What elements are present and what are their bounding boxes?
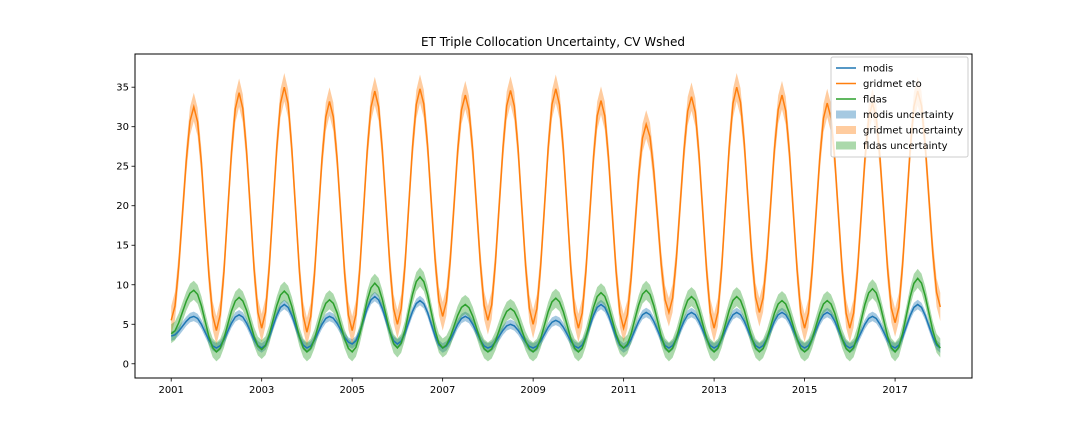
x-axis: 2001 2003 2005 2007 2009 2011 2013 2015 2017 (158, 378, 908, 396)
legend-label: fldas (863, 95, 887, 106)
x-tick-label: 2017 (882, 385, 907, 396)
x-tick-label: 2001 (158, 385, 183, 396)
chart-title: ET Triple Collocation Uncertainty, CV Ws… (421, 35, 685, 49)
x-tick-label: 2013 (701, 385, 726, 396)
legend-label: fldas uncertainty (863, 141, 948, 152)
y-tick-label: 20 (116, 201, 129, 212)
series-lines (170, 87, 942, 354)
series-line-fldas (170, 275, 941, 354)
legend-label: modis uncertainty (863, 110, 954, 121)
band-modis (171, 291, 941, 353)
y-tick-label: 0 (123, 359, 129, 370)
y-tick-label: 25 (116, 162, 129, 173)
x-tick-label: 2005 (339, 385, 364, 396)
legend-label: gridmet uncertainty (863, 126, 963, 137)
x-tick-label: 2003 (249, 385, 274, 396)
legend-label: gridmet eto (863, 79, 922, 90)
x-tick-label: 2007 (430, 385, 455, 396)
band-fldas (171, 267, 941, 362)
series-line-gridmet-eto (170, 87, 942, 333)
y-tick-label: 35 (116, 83, 129, 94)
legend-band-swatch (836, 126, 856, 134)
plot-area-frame (134, 53, 973, 379)
legend-label: modis (863, 64, 893, 75)
x-tick-label: 2009 (520, 385, 545, 396)
y-axis: 0 5 10 15 20 25 30 35 (116, 83, 135, 370)
x-tick-label: 2015 (792, 385, 817, 396)
x-tick-label: 2011 (611, 385, 636, 396)
legend-band-swatch (836, 141, 856, 150)
y-tick-label: 15 (116, 241, 129, 252)
uncertainty-bands (171, 73, 941, 362)
legend-band-swatch (836, 110, 856, 119)
y-tick-label: 5 (123, 320, 129, 331)
legend: modis gridmet eto fldas modis uncertainty gr… (830, 56, 969, 158)
y-tick-label: 30 (116, 122, 129, 133)
y-tick-label: 10 (116, 280, 129, 291)
legend-box (830, 56, 969, 158)
